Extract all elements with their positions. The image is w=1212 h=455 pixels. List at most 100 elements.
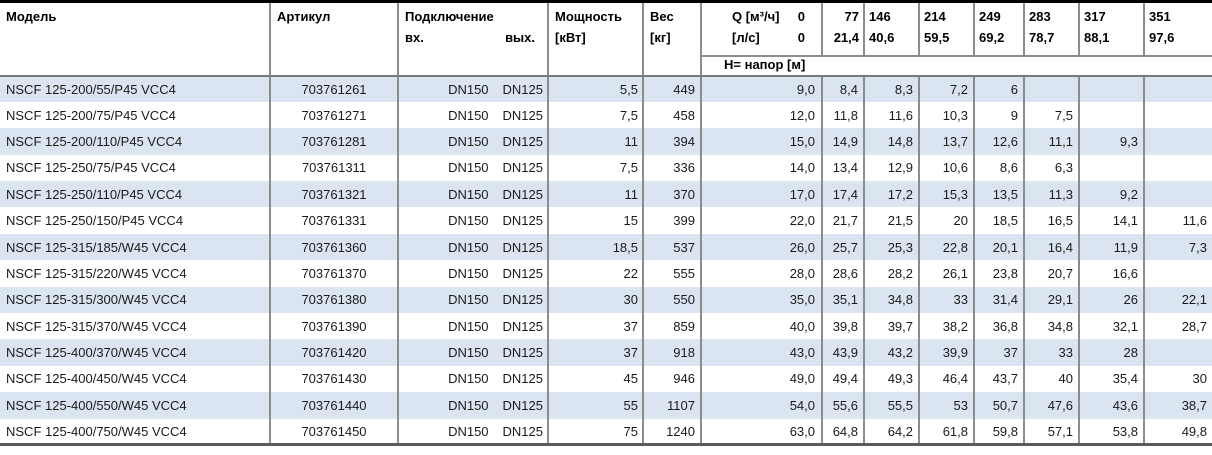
cell-model: NSCF 125-400/370/W45 VCC4 [0,339,271,366]
cell-head-3: 39,9 [919,339,975,366]
cell-head-7 [1144,155,1212,181]
cell-model: NSCF 125-315/300/W45 VCC4 [0,286,271,314]
cell-head-0: 35,0 [701,286,823,314]
col-header-q3: 214 59,5 [919,1,975,57]
cell-dn-inlet: DN150 [448,213,489,229]
cell-power: 30 [548,286,644,314]
cell-connection: DN150 DN125 [398,286,549,314]
cell-head-4: 8,6 [974,154,1025,182]
cell-head-3: 22,8 [919,233,975,261]
cell-weight: 1240 [643,418,702,445]
col-header-model: Модель [0,1,271,77]
cell-head-0: 49,0 [701,365,823,393]
cell-head-6: 9,3 [1079,128,1145,155]
cell-head-1: 64,8 [822,418,865,445]
cell-head-1: 17,4 [822,181,865,208]
cell-dn-outlet: DN125 [502,186,543,202]
cell-article: 703761271 [270,101,399,129]
cell-dn-outlet: DN125 [502,81,543,97]
cell-weight: 370 [643,181,702,208]
cell-head-3: 10,3 [919,101,975,129]
cell-head-1: 28,6 [822,260,865,287]
cell-head-4: 59,8 [974,418,1025,445]
cell-head-1: 35,1 [822,286,865,314]
cell-head-7 [1144,260,1212,286]
cell-head-5: 7,5 [1024,101,1080,129]
cell-power: 11 [548,128,644,155]
cell-head-3: 26,1 [919,260,975,287]
cell-head-2: 25,3 [864,233,920,261]
cell-connection: DN150 DN125 [398,339,549,366]
cell-model: NSCF 125-315/370/W45 VCC4 [0,313,271,340]
cell-power: 18,5 [548,233,644,261]
cell-head-2: 43,2 [864,339,920,366]
cell-head-1: 39,8 [822,313,865,340]
cell-head-4: 9 [974,101,1025,129]
cell-dn-inlet: DN150 [448,239,489,255]
cell-head-5: 33 [1024,339,1080,366]
cell-connection: DN150 DN125 [398,181,549,208]
cell-model: NSCF 125-250/75/P45 VCC4 [0,154,271,182]
cell-head-5 [1024,75,1080,102]
cell-weight: 537 [643,233,702,261]
cell-head-6 [1079,101,1145,129]
flow-unit-ls: [л/с] [732,30,760,45]
col-header-q5: 283 78,7 [1024,1,1080,57]
col-header-connection: Подключение вх. вых. [398,1,549,77]
cell-head-3: 10,6 [919,154,975,182]
cell-head-5: 29,1 [1024,286,1080,314]
col-header-flow: Q [м³/ч] 0 [л/с] 0 [701,1,823,57]
cell-head-2: 28,2 [864,260,920,287]
cell-head-3: 20 [919,207,975,234]
cell-head-7: 49,8 [1181,423,1207,439]
flow-zero-m3h: 0 [797,9,805,24]
cell-weight: 336 [643,154,702,182]
cell-head-1: 8,4 [822,75,865,102]
cell-weight: 859 [643,313,702,340]
table-row: NSCF 125-400/550/W45 VCC4 703761440 DN150 D… [0,392,1212,419]
cell-dn-inlet: DN150 [448,186,489,202]
cell-head-4: 20,1 [974,233,1025,261]
col-header-article-label: Артикул [277,9,331,24]
table-row: NSCF 125-200/110/P45 VCC4 703761281 DN150 D… [0,128,1212,155]
cell-connection: DN150 DN125 [398,418,549,445]
cell-head-0: 15,0 [701,128,823,155]
col-header-connection-outlet: вых. [505,30,535,45]
cell-weight: 394 [643,128,702,155]
cell-head-3: 38,2 [919,313,975,340]
cell-head-5: 16,5 [1024,207,1080,234]
cell-head-6: 16,6 [1079,260,1145,287]
cell-article: 703761281 [270,128,399,155]
cell-power: 75 [548,418,644,445]
col-header-q1: 77 21,4 [822,1,865,57]
cell-dn-inlet: DN150 [448,423,489,439]
cell-article: 703761261 [270,75,399,102]
cell-head-6: 35,4 [1079,365,1145,393]
cell-article: 703761321 [270,181,399,208]
cell-head-6: 28 [1079,339,1145,366]
cell-connection: DN150 DN125 [398,154,549,182]
cell-dn-inlet: DN150 [448,318,489,334]
cell-head-6: 43,6 [1079,392,1145,419]
cell-head-4: 37 [974,339,1025,366]
col-header-q6: 317 88,1 [1079,1,1145,57]
cell-dn-outlet: DN125 [502,423,543,439]
cell-head-1: 25,7 [822,233,865,261]
cell-head-0: 22,0 [701,207,823,234]
cell-head-4: 50,7 [974,392,1025,419]
col-header-model-label: Модель [6,9,57,24]
cell-connection: DN150 DN125 [398,207,549,234]
cell-connection: DN150 DN125 [398,392,549,419]
cell-model: NSCF 125-200/75/P45 VCC4 [0,101,271,129]
cell-article: 703761360 [270,233,399,261]
cell-head-7 [1144,75,1212,102]
cell-connection: DN150 DN125 [398,233,549,261]
cell-connection: DN150 DN125 [398,260,549,287]
head-subheader: Н= напор [м] [701,55,1212,77]
col-header-power: Мощность [кВт] [548,1,644,77]
cell-head-0: 14,0 [701,154,823,182]
cell-head-6 [1079,154,1145,182]
cell-weight: 399 [643,207,702,234]
cell-head-3: 15,3 [919,181,975,208]
cell-head-1: 11,8 [822,101,865,129]
